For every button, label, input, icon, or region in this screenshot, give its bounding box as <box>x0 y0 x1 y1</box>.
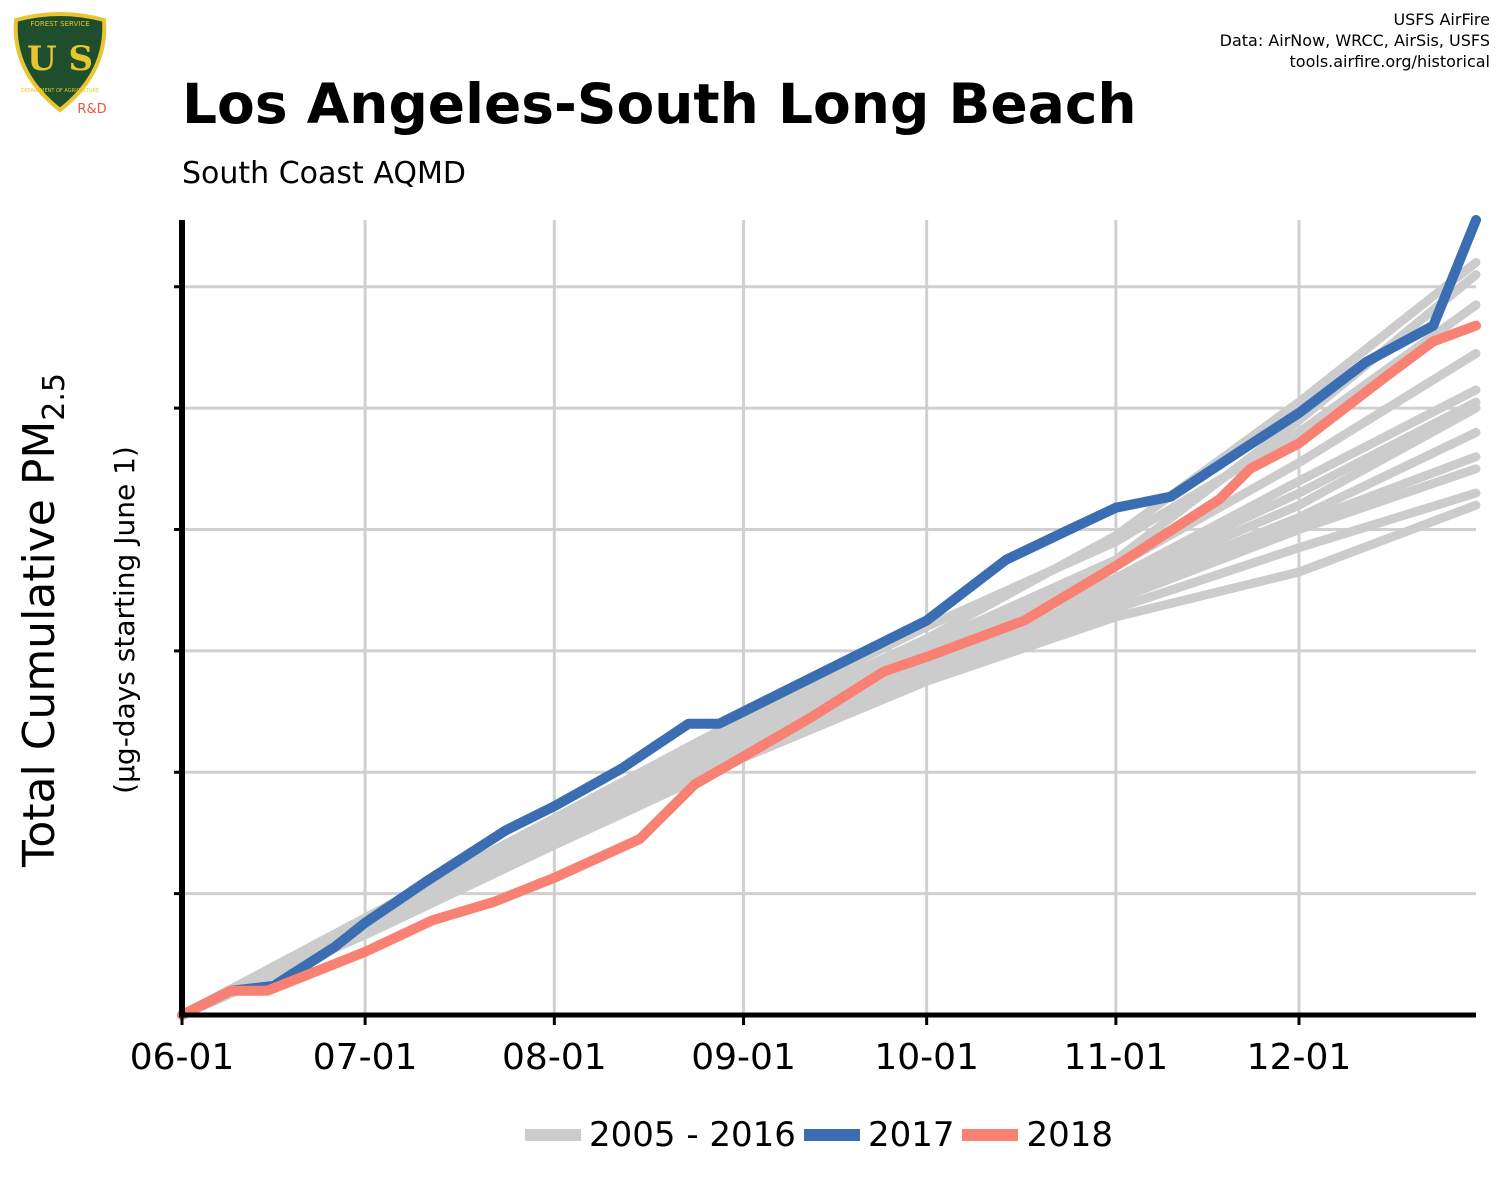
legend-swatch-2018 <box>962 1129 1019 1141</box>
series-line-2018 <box>177 320 1481 1020</box>
forest-service-logo: U S FOREST SERVICE DEPARTMENT OF AGRICUL… <box>13 12 107 117</box>
x-tick-labels: 06-01 07-01 08-01 09-01 10-01 11-01 12-01 <box>130 1037 1352 1078</box>
series-line-2017 <box>177 215 1481 1020</box>
legend-label-2018: 2018 <box>1026 1115 1114 1155</box>
shield-icon <box>13 12 107 113</box>
highlight-series <box>177 215 1481 1020</box>
history-series <box>177 258 1481 1020</box>
chart-title: Los Angeles-South Long Beach <box>182 72 1137 136</box>
y-axis-title-main: Total Cumulative PM <box>14 421 65 868</box>
x-tick-label: 08-01 <box>502 1037 607 1078</box>
legend-swatch-history <box>525 1129 581 1141</box>
x-tick-label: 07-01 <box>313 1037 418 1078</box>
legend-item-2018: 2018 <box>962 1115 1113 1155</box>
y-axis-units: (µg-days starting June 1) <box>108 446 141 794</box>
x-tick-label: 10-01 <box>874 1037 979 1078</box>
x-tick-label: 11-01 <box>1064 1037 1169 1078</box>
logo-rd-text: R&D <box>77 102 106 117</box>
legend-item-2017: 2017 <box>803 1115 955 1155</box>
gridlines <box>182 220 1476 1015</box>
x-tick-label: 09-01 <box>691 1037 796 1078</box>
legend-label-2017: 2017 <box>867 1115 955 1155</box>
series-line-history <box>177 500 1481 1020</box>
series-line-history <box>177 270 1481 1020</box>
y-axis-title: Total Cumulative PM2.5 <box>14 373 72 868</box>
credit-line: tools.airfire.org/historical <box>1289 52 1490 71</box>
series-line-history <box>177 258 1481 1020</box>
logo-top-text: FOREST SERVICE <box>30 20 89 28</box>
legend-item-history: 2005 - 2016 <box>525 1115 796 1155</box>
x-tick-label: 12-01 <box>1247 1037 1352 1078</box>
series-line-history <box>177 488 1481 1020</box>
legend-label-history: 2005 - 2016 <box>589 1115 796 1155</box>
chart-subtitle: South Coast AQMD <box>182 156 466 191</box>
y-axis-title-subscript: 2.5 <box>37 373 72 421</box>
credit-line: USFS AirFire <box>1393 10 1490 29</box>
logo-bottom-text: DEPARTMENT OF AGRICULTURE <box>21 88 99 94</box>
legend: 2005 - 2016 2017 2018 <box>525 1112 1121 1158</box>
legend-swatch-2017 <box>803 1129 860 1141</box>
axes <box>174 220 1476 1025</box>
x-tick-label: 06-01 <box>130 1037 235 1078</box>
data-credits: USFS AirFire Data: AirNow, WRCC, AirSis,… <box>1220 9 1490 72</box>
logo-mark: U S <box>27 39 93 79</box>
credit-line: Data: AirNow, WRCC, AirSis, USFS <box>1219 31 1490 50</box>
